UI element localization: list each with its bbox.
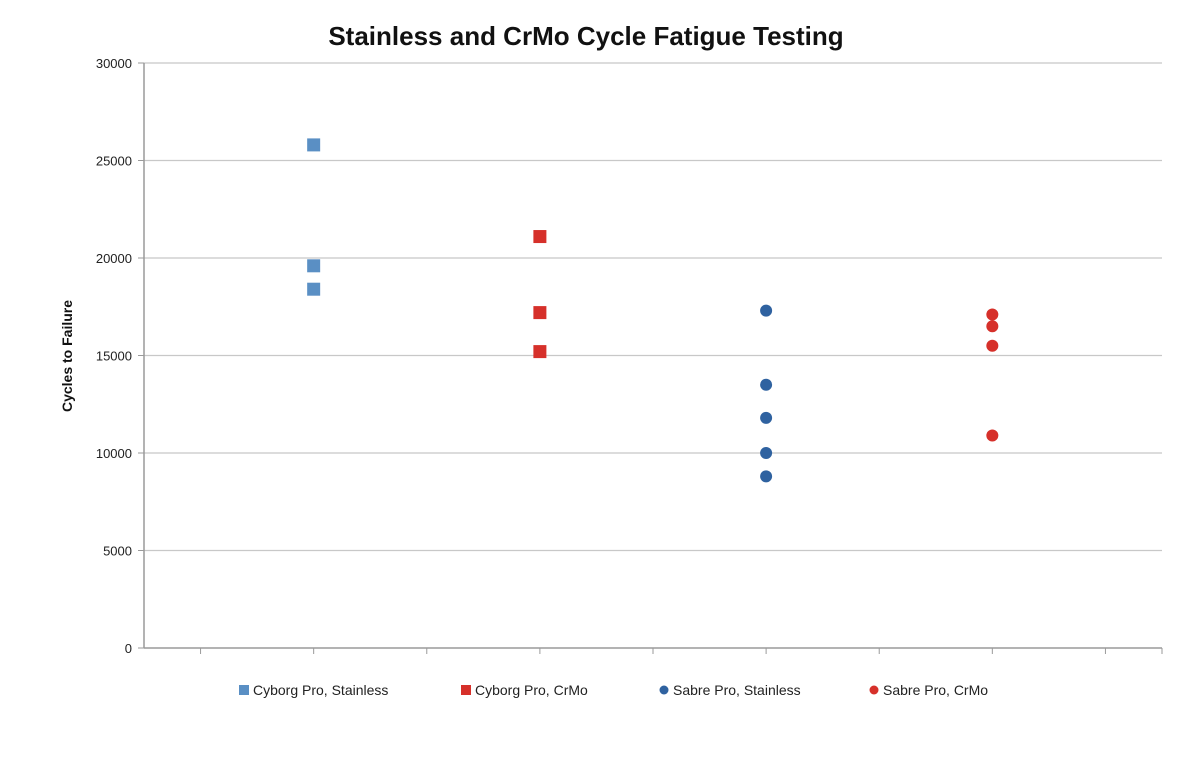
data-point	[533, 345, 547, 359]
series-2	[533, 230, 547, 359]
data-point	[986, 339, 999, 352]
y-tick-label: 25000	[96, 154, 132, 169]
data-point	[533, 230, 547, 244]
y-axis-label: Cycles to Failure	[59, 300, 75, 412]
legend-label: Cyborg Pro, CrMo	[475, 682, 588, 698]
chart-title: Stainless and CrMo Cycle Fatigue Testing	[328, 21, 843, 51]
data-point	[307, 138, 321, 152]
y-tick-label: 10000	[96, 446, 132, 461]
axis-layer: 0 5000 10000 15000 20000 25000 30000	[96, 56, 1163, 656]
data-point	[760, 470, 773, 483]
legend-item-1: Cyborg Pro, Stainless	[239, 682, 388, 698]
marks-layer	[307, 138, 999, 483]
data-point	[533, 306, 547, 320]
y-tick-label: 20000	[96, 251, 132, 266]
data-point	[760, 304, 773, 317]
y-tick-label: 5000	[103, 544, 132, 559]
data-point	[986, 429, 999, 442]
legend-marker	[461, 685, 471, 695]
legend-label: Sabre Pro, CrMo	[883, 682, 988, 698]
legend-item-2: Cyborg Pro, CrMo	[461, 682, 588, 698]
series-3	[760, 304, 773, 483]
legend-marker	[869, 685, 879, 695]
legend: Cyborg Pro, Stainless Cyborg Pro, CrMo Sab…	[239, 682, 988, 698]
series-1	[307, 138, 321, 296]
data-point	[986, 320, 999, 333]
series-4	[986, 308, 999, 442]
data-point	[760, 378, 773, 391]
legend-label: Cyborg Pro, Stainless	[253, 682, 388, 698]
data-point	[307, 282, 321, 296]
legend-marker	[239, 685, 249, 695]
legend-item-3: Sabre Pro, Stainless	[659, 682, 801, 698]
data-point	[760, 411, 773, 424]
y-tick-label: 30000	[96, 56, 132, 71]
data-point	[307, 259, 321, 273]
grid-layer	[144, 62, 1162, 649]
y-tick-label: 15000	[96, 349, 132, 364]
legend-item-4: Sabre Pro, CrMo	[869, 682, 988, 698]
data-point	[760, 447, 773, 459]
y-tick-label: 0	[125, 641, 132, 656]
legend-label: Sabre Pro, Stainless	[673, 682, 801, 698]
legend-marker	[659, 685, 669, 695]
data-point	[986, 308, 999, 321]
